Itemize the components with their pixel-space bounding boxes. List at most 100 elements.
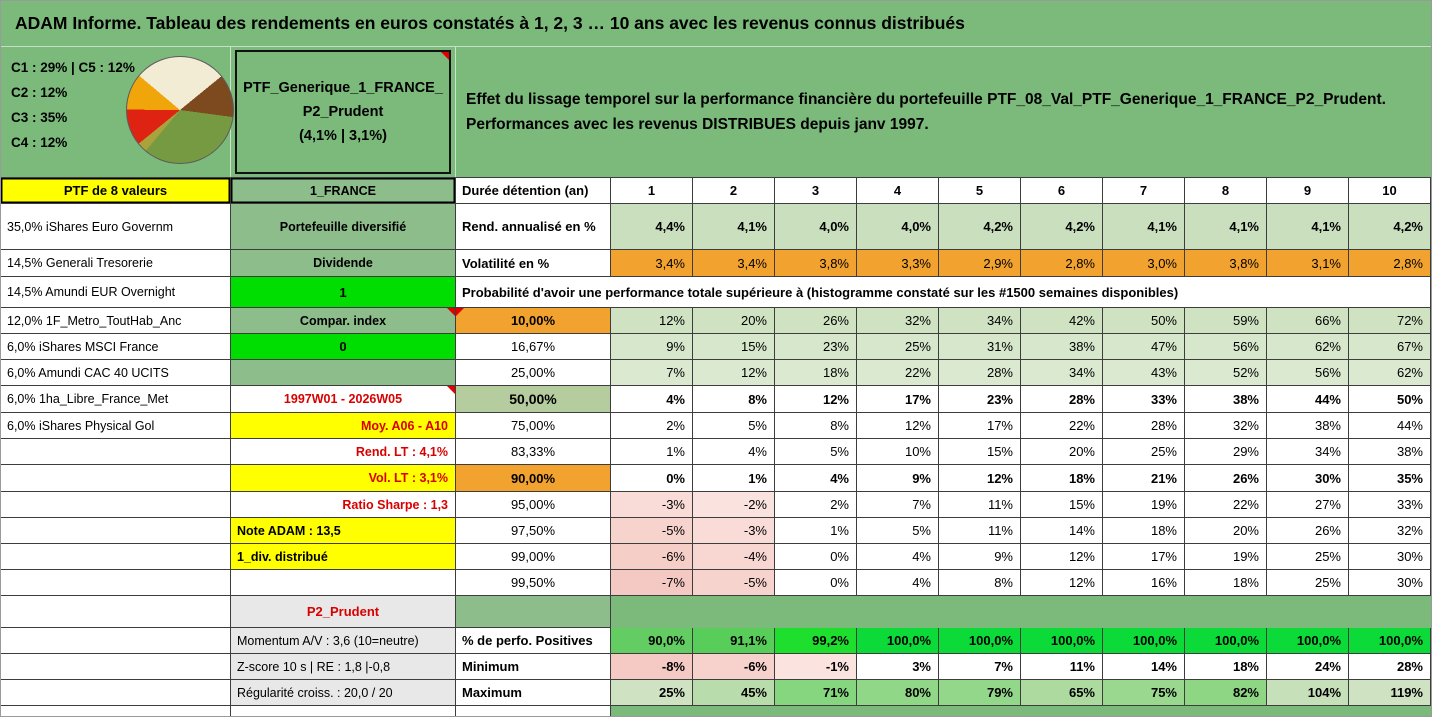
value-cell[interactable]: 4% [693, 439, 775, 465]
value-cell[interactable]: 4,1% [1103, 204, 1185, 250]
value-cell[interactable]: 32% [857, 308, 939, 334]
year-col-header[interactable]: 1 [611, 178, 693, 204]
value-cell[interactable]: 7% [857, 492, 939, 518]
value-cell[interactable]: 4,4% [611, 204, 693, 250]
value-cell[interactable]: 67% [1349, 334, 1431, 360]
value-cell[interactable]: 4% [775, 465, 857, 492]
empty-cell[interactable] [231, 570, 456, 596]
value-cell[interactable]: 8% [939, 570, 1021, 596]
value-cell[interactable]: 32% [1349, 518, 1431, 544]
empty-cell[interactable] [1, 570, 231, 596]
value-cell[interactable]: 12% [775, 386, 857, 413]
value-cell[interactable]: 4,1% [1267, 204, 1349, 250]
value-cell[interactable]: 28% [1103, 413, 1185, 439]
empty-cell[interactable] [1, 544, 231, 570]
value-cell[interactable]: 50% [1103, 308, 1185, 334]
empty-cell[interactable] [1, 706, 231, 716]
value-cell[interactable]: 3,8% [775, 250, 857, 277]
value-cell[interactable]: 119% [1349, 680, 1431, 706]
value-cell[interactable]: 22% [1021, 413, 1103, 439]
value-cell[interactable]: 44% [1267, 386, 1349, 413]
value-cell[interactable]: 33% [1103, 386, 1185, 413]
threshold-cell[interactable]: 83,33% [456, 439, 611, 465]
year-col-header[interactable]: 2 [693, 178, 775, 204]
portfolio-box[interactable]: PTF_Generique_1_FRANCE_ P2_Prudent (4,1%… [235, 50, 451, 174]
threshold-cell[interactable]: 50,00% [456, 386, 611, 413]
value-cell[interactable]: 100,0% [1267, 628, 1349, 654]
value-cell[interactable]: 20% [1021, 439, 1103, 465]
value-cell[interactable]: -3% [693, 518, 775, 544]
value-cell[interactable]: 4% [857, 544, 939, 570]
value-cell[interactable]: 18% [1103, 518, 1185, 544]
value-cell[interactable]: 3,4% [611, 250, 693, 277]
value-cell[interactable]: 3,0% [1103, 250, 1185, 277]
empty-cell[interactable] [1, 680, 231, 706]
value-cell[interactable]: 47% [1103, 334, 1185, 360]
value-cell[interactable]: 23% [775, 334, 857, 360]
year-col-header[interactable]: 6 [1021, 178, 1103, 204]
value-cell[interactable]: 18% [1185, 654, 1267, 680]
value-cell[interactable]: 16% [1103, 570, 1185, 596]
value-cell[interactable]: 17% [857, 386, 939, 413]
year-col-header[interactable]: 3 [775, 178, 857, 204]
empty-green-cell[interactable] [231, 360, 456, 386]
value-cell[interactable]: 99,2% [775, 628, 857, 654]
flag-cell[interactable]: 0 [231, 334, 456, 360]
moy-a06-a10-cell[interactable]: Moy. A06 - A10 [231, 413, 456, 439]
value-cell[interactable]: 19% [1103, 492, 1185, 518]
value-cell[interactable]: 12% [939, 465, 1021, 492]
year-col-header[interactable]: 5 [939, 178, 1021, 204]
value-cell[interactable]: -7% [611, 570, 693, 596]
value-cell[interactable]: 5% [775, 439, 857, 465]
value-cell[interactable]: 100,0% [1185, 628, 1267, 654]
value-cell[interactable]: 34% [1021, 360, 1103, 386]
year-col-header[interactable]: 9 [1267, 178, 1349, 204]
year-col-header[interactable]: 4 [857, 178, 939, 204]
value-cell[interactable]: 17% [939, 413, 1021, 439]
asset-cell[interactable]: 6,0% Amundi CAC 40 UCITS [1, 360, 231, 386]
value-cell[interactable]: 2,8% [1349, 250, 1431, 277]
value-cell[interactable]: 14% [1021, 518, 1103, 544]
value-cell[interactable]: 9% [939, 544, 1021, 570]
portfolio-type-cell[interactable]: Portefeuille diversifié [231, 204, 456, 250]
value-cell[interactable]: 45% [693, 680, 775, 706]
value-cell[interactable]: 18% [1185, 570, 1267, 596]
value-cell[interactable]: -8% [611, 654, 693, 680]
value-cell[interactable]: 7% [939, 654, 1021, 680]
value-cell[interactable]: 15% [693, 334, 775, 360]
value-cell[interactable]: -6% [693, 654, 775, 680]
value-cell[interactable]: 30% [1349, 570, 1431, 596]
empty-cell[interactable] [456, 706, 611, 716]
value-cell[interactable]: -3% [611, 492, 693, 518]
value-cell[interactable]: 26% [775, 308, 857, 334]
value-cell[interactable]: 100,0% [1021, 628, 1103, 654]
flag-cell[interactable]: 1 [231, 277, 456, 308]
value-cell[interactable]: 4% [611, 386, 693, 413]
empty-cell[interactable] [1, 654, 231, 680]
value-cell[interactable]: 43% [1103, 360, 1185, 386]
value-cell[interactable]: 50% [1349, 386, 1431, 413]
value-cell[interactable]: 0% [775, 570, 857, 596]
value-cell[interactable]: 34% [939, 308, 1021, 334]
value-cell[interactable]: 1% [611, 439, 693, 465]
threshold-cell[interactable]: 25,00% [456, 360, 611, 386]
threshold-cell[interactable]: 97,50% [456, 518, 611, 544]
value-cell[interactable]: 4,1% [1185, 204, 1267, 250]
value-cell[interactable]: 66% [1267, 308, 1349, 334]
year-col-header[interactable]: 10 [1349, 178, 1431, 204]
empty-cell[interactable] [1, 492, 231, 518]
value-cell[interactable]: 79% [939, 680, 1021, 706]
value-cell[interactable]: 59% [1185, 308, 1267, 334]
threshold-cell[interactable]: 99,00% [456, 544, 611, 570]
value-cell[interactable]: 35% [1349, 465, 1431, 492]
value-cell[interactable]: 100,0% [939, 628, 1021, 654]
zscore-cell[interactable]: Z-score 10 s | RE : 1,8 |-0,8 [231, 654, 456, 680]
value-cell[interactable]: 23% [939, 386, 1021, 413]
value-cell[interactable]: 25% [1267, 570, 1349, 596]
threshold-cell[interactable]: 10,00% [456, 308, 611, 334]
maximum-label[interactable]: Maximum [456, 680, 611, 706]
empty-cell[interactable] [231, 706, 456, 716]
empty-cell[interactable] [1, 465, 231, 492]
empty-cell[interactable] [1, 518, 231, 544]
value-cell[interactable]: 3% [857, 654, 939, 680]
